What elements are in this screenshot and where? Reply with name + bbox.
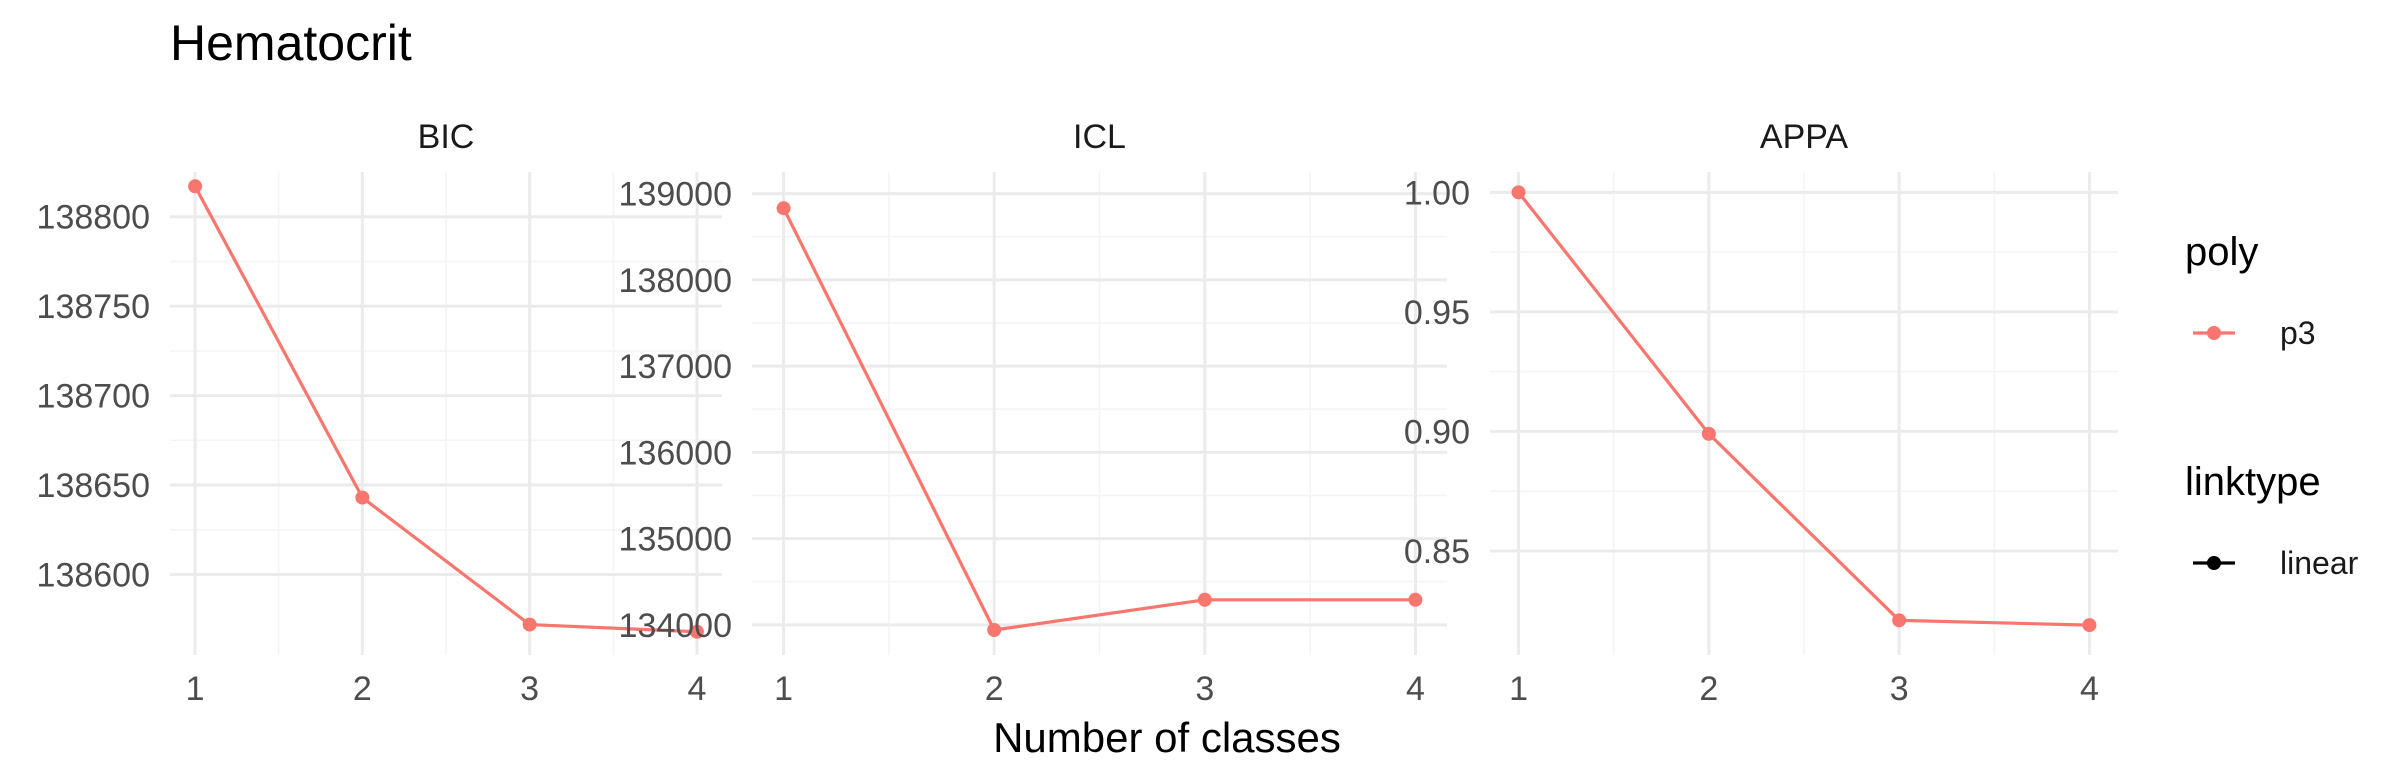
data-point xyxy=(522,617,537,632)
facet-label: ICL xyxy=(1073,118,1126,156)
legend-label: p3 xyxy=(2280,315,2316,351)
data-point xyxy=(188,179,203,194)
data-point xyxy=(1197,592,1212,607)
facet-label: APPA xyxy=(1760,118,1849,156)
legend-label: linear xyxy=(2280,545,2359,581)
x-tick-label: 2 xyxy=(353,670,372,708)
series-line-p3 xyxy=(193,185,697,634)
y-tick-label: 138800 xyxy=(37,199,150,237)
legend-key-point xyxy=(2207,556,2221,570)
x-tick-label: 2 xyxy=(985,670,1004,708)
data-point xyxy=(987,622,1002,637)
y-tick-label: 134000 xyxy=(619,607,732,645)
x-tick-label: 4 xyxy=(1406,670,1425,708)
data-point xyxy=(355,490,370,505)
y-tick-label: 0.90 xyxy=(1404,413,1470,451)
y-tick-label: 0.85 xyxy=(1404,533,1470,571)
x-tick-label: 3 xyxy=(1195,670,1214,708)
x-tick-label: 1 xyxy=(186,670,205,708)
x-tick-label: 2 xyxy=(1699,670,1718,708)
legend-title: linktype xyxy=(2185,460,2321,504)
data-point xyxy=(2082,618,2097,633)
y-tick-label: 138600 xyxy=(37,557,150,595)
x-tick-label: 4 xyxy=(2080,670,2099,708)
y-tick-label: 1.00 xyxy=(1404,174,1470,212)
x-tick-label: 1 xyxy=(1509,670,1528,708)
y-tick-label: 136000 xyxy=(619,434,732,472)
data-point xyxy=(689,624,704,639)
data-point xyxy=(1408,592,1423,607)
chart-title: Hematocrit xyxy=(170,15,412,71)
legend-title: poly xyxy=(2185,230,2258,274)
data-point xyxy=(1701,426,1716,441)
data-point xyxy=(1892,613,1907,628)
data-point xyxy=(776,201,791,216)
data-point xyxy=(1511,185,1526,200)
legend-group-linktype: linktype linear xyxy=(2185,460,2359,581)
y-tick-label: 0.95 xyxy=(1404,294,1470,332)
y-tick-label: 138650 xyxy=(37,467,150,505)
legend-key-point xyxy=(2207,326,2221,340)
legend-group-poly: poly p3 xyxy=(2185,230,2316,351)
legend: poly p3 linktype linear xyxy=(2185,230,2359,581)
series-line-p3 xyxy=(1517,191,2090,627)
y-tick-label: 137000 xyxy=(619,348,732,386)
y-tick-label: 138750 xyxy=(37,288,150,326)
x-tick-label: 4 xyxy=(687,670,706,708)
x-tick-label: 1 xyxy=(774,670,793,708)
y-tick-label: 135000 xyxy=(619,521,732,559)
series-line-p3 xyxy=(782,207,1416,632)
facet-label: BIC xyxy=(418,118,475,156)
x-axis-title: Number of classes xyxy=(993,714,1341,761)
x-tick-label: 3 xyxy=(1890,670,1909,708)
panel-appa: APPA 0.85 0.90 0.95 1.00 1 2 3 4 xyxy=(1404,118,2118,708)
y-tick-label: 138000 xyxy=(619,262,732,300)
panel-icl: ICL 134000 135000 136000 137000 138000 139000 1… xyxy=(619,118,1447,708)
y-tick-label: 139000 xyxy=(619,176,732,214)
y-tick-label: 138700 xyxy=(37,378,150,416)
x-tick-label: 3 xyxy=(520,670,539,708)
panel-bic: BIC 138600 138650 138700 138750 138800 1 2 3 4 xyxy=(37,118,722,708)
